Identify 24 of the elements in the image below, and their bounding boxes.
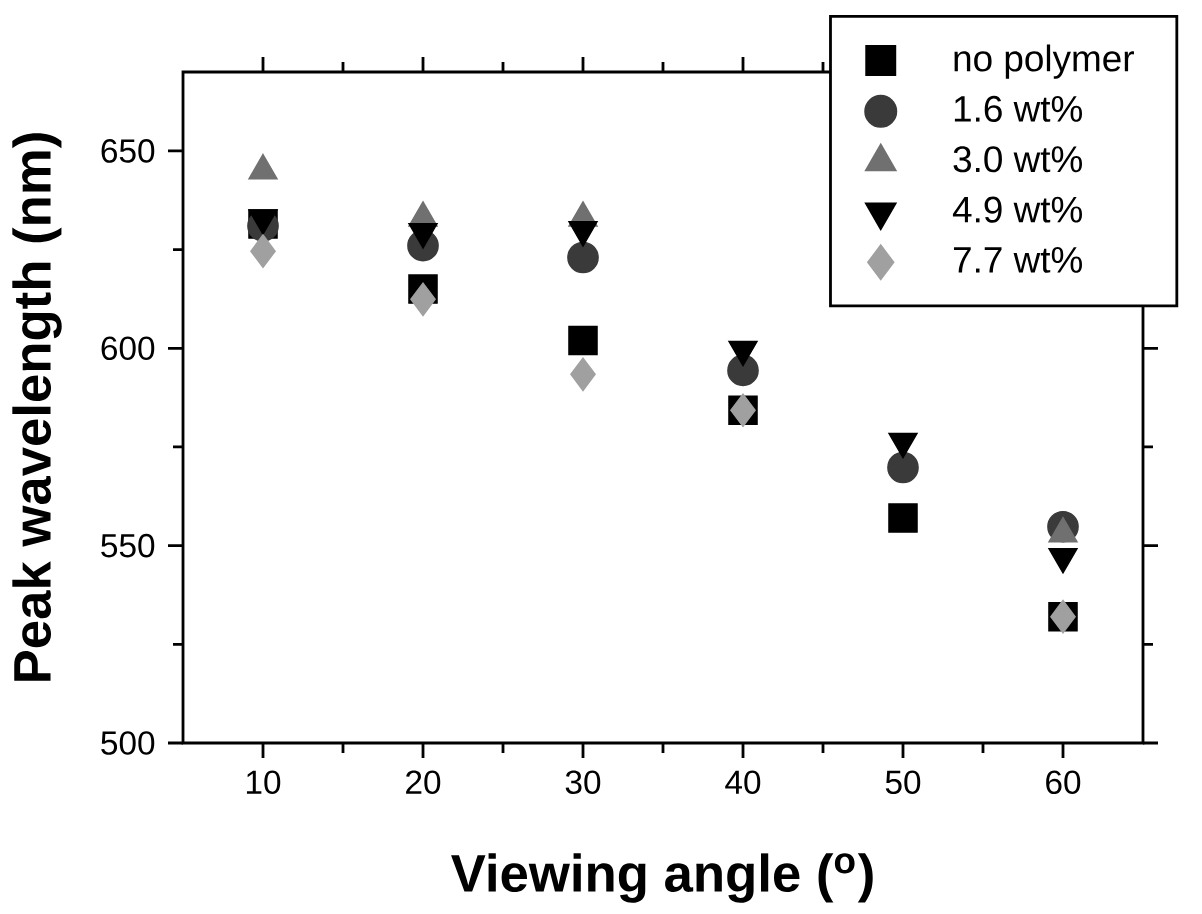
point bbox=[887, 451, 919, 484]
point bbox=[568, 325, 598, 355]
x-tick-label: 50 bbox=[885, 770, 921, 794]
x-tick-label: 30 bbox=[565, 770, 601, 794]
y-tick-label: 550 bbox=[101, 533, 155, 558]
legend-label: 4.9 wt% bbox=[952, 196, 1082, 223]
point bbox=[250, 234, 276, 268]
legend-label: no polymer bbox=[954, 44, 1134, 79]
point bbox=[410, 282, 436, 316]
x-axis-title: Viewing angle ($^{o}$) bbox=[451, 853, 873, 903]
y-tick-label: 600 bbox=[101, 336, 155, 360]
x-tick-label: 10 bbox=[246, 770, 281, 794]
point bbox=[570, 357, 596, 391]
x-tick-label: 40 bbox=[725, 770, 761, 794]
y-tick-label: 500 bbox=[101, 730, 155, 755]
legend-label: 1.6 wt% bbox=[954, 95, 1082, 122]
point bbox=[567, 241, 599, 274]
x-tick-label: 20 bbox=[406, 770, 441, 794]
y-axis-title: Peak wavelength (nm) bbox=[12, 133, 62, 681]
y-tick-label: 650 bbox=[101, 138, 155, 163]
point bbox=[888, 503, 918, 533]
legend-label: 3.0 wt% bbox=[953, 145, 1082, 173]
legend-label: 7.7 wt% bbox=[953, 246, 1082, 273]
x-tick-label: 60 bbox=[1046, 770, 1081, 794]
